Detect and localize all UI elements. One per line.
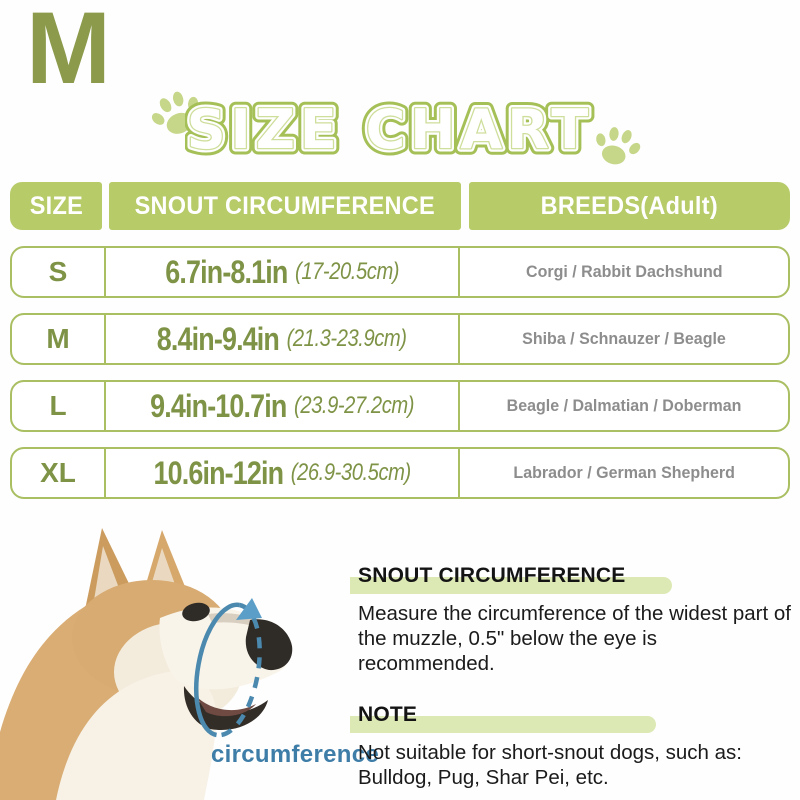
breeds-text: Beagle / Dalmatian / Doberman bbox=[506, 396, 742, 415]
measurement-text: 9.4in-10.7in (23.9-27.2cm) bbox=[150, 388, 414, 425]
snout-circumference-heading: SNOUT CIRCUMFERENCE bbox=[350, 564, 796, 596]
dog-head-diagram bbox=[0, 528, 293, 800]
measurement-cell: 6.7in-8.1in (17-20.5cm) bbox=[106, 248, 460, 296]
note-text: Not suitable for short-snout dogs, such … bbox=[358, 741, 743, 789]
breeds-text: Shiba / Schnauzer / Beagle bbox=[522, 329, 726, 348]
measurement-cell: 8.4in-9.4in (21.3-23.9cm) bbox=[106, 315, 460, 363]
paw-icon bbox=[596, 127, 641, 165]
info-panel: SNOUT CIRCUMFERENCE Measure the circumfe… bbox=[350, 564, 796, 790]
size-cell: XL bbox=[12, 449, 106, 497]
breeds-cell: Corgi / Rabbit Dachshund bbox=[460, 248, 788, 296]
heading-text: NOTE bbox=[358, 703, 418, 726]
breeds-cell: Shiba / Schnauzer / Beagle bbox=[460, 315, 788, 363]
svg-text:SIZE CHART: SIZE CHART bbox=[187, 98, 593, 161]
table-row: M 8.4in-9.4in (21.3-23.9cm) Shiba / Schn… bbox=[10, 313, 790, 365]
breeds-cell: Beagle / Dalmatian / Doberman bbox=[460, 382, 788, 430]
table-row: S 6.7in-8.1in (17-20.5cm) Corgi / Rabbit… bbox=[10, 246, 790, 298]
table-row: XL 10.6in-12in (26.9-30.5cm) Labrador / … bbox=[10, 447, 790, 499]
inches-range: 8.4in-9.4in bbox=[157, 320, 280, 357]
table-header-row: SIZE SNOUT CIRCUMFERENCE BREEDS(Adult) bbox=[10, 182, 790, 230]
column-header-snout-label: SNOUT CIRCUMFERENCE bbox=[134, 191, 436, 220]
svg-text:SIZE CHART: SIZE CHART bbox=[187, 98, 593, 161]
cm-range: (26.9-30.5cm) bbox=[290, 459, 411, 486]
breeds-text: Labrador / German Shepherd bbox=[513, 463, 735, 482]
size-cell: L bbox=[12, 382, 106, 430]
svg-text:SIZE CHART: SIZE CHART bbox=[187, 98, 593, 161]
paw-icon bbox=[151, 91, 199, 134]
column-header-size: SIZE bbox=[10, 182, 102, 230]
size-cell: S bbox=[12, 248, 106, 296]
page-title: SIZE CHART SIZE CHART SIZE CHART bbox=[185, 92, 595, 168]
breeds-cell: Labrador / German Shepherd bbox=[460, 449, 788, 497]
measurement-text: 10.6in-12in (26.9-30.5cm) bbox=[153, 454, 411, 492]
snout-circumference-instructions: Measure the circumference of the widest … bbox=[358, 602, 791, 675]
circumference-label: circumference bbox=[211, 741, 379, 768]
highlight-bar bbox=[350, 716, 656, 733]
cm-range: (21.3-23.9cm) bbox=[286, 325, 407, 352]
column-header-size-label: SIZE bbox=[29, 191, 83, 220]
cm-range: (17-20.5cm) bbox=[294, 258, 399, 285]
size-cell: M bbox=[12, 315, 106, 363]
measurement-text: 8.4in-9.4in (21.3-23.9cm) bbox=[157, 321, 407, 358]
column-header-snout-circumference: SNOUT CIRCUMFERENCE bbox=[109, 182, 461, 230]
highlight-bar bbox=[350, 577, 672, 594]
measurement-cell: 9.4in-10.7in (23.9-27.2cm) bbox=[106, 382, 460, 430]
measurement-cell: 10.6in-12in (26.9-30.5cm) bbox=[106, 449, 460, 497]
inches-range: 6.7in-8.1in bbox=[165, 253, 288, 290]
inches-range: 9.4in-10.7in bbox=[150, 387, 287, 424]
breeds-text: Corgi / Rabbit Dachshund bbox=[525, 262, 723, 281]
table-row: L 9.4in-10.7in (23.9-27.2cm) Beagle / Da… bbox=[10, 380, 790, 432]
note-heading: NOTE bbox=[350, 703, 796, 735]
heading-text: SNOUT CIRCUMFERENCE bbox=[358, 564, 626, 587]
size-table: SIZE SNOUT CIRCUMFERENCE BREEDS(Adult) S… bbox=[10, 182, 790, 514]
measurement-text: 6.7in-8.1in (17-20.5cm) bbox=[165, 254, 399, 291]
cm-range: (23.9-27.2cm) bbox=[293, 392, 414, 419]
column-header-breeds-label: BREEDS(Adult) bbox=[540, 191, 719, 220]
selected-size-watermark: M bbox=[26, 0, 111, 105]
column-header-breeds: BREEDS(Adult) bbox=[469, 182, 790, 230]
inches-range: 10.6in-12in bbox=[153, 454, 284, 491]
